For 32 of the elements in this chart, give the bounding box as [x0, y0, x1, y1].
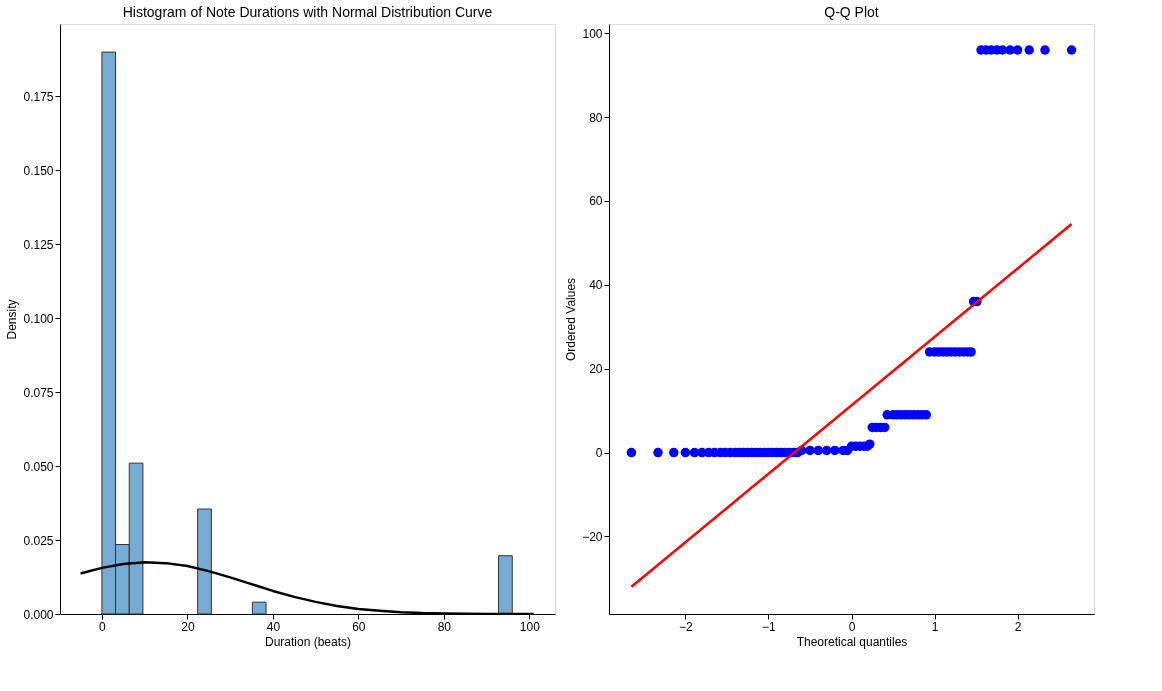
y-tick-label: 40: [589, 278, 603, 293]
x-axis-title: Duration (beats): [264, 634, 352, 649]
x-tick-label: 40: [266, 619, 281, 634]
chart-title: Q-Q Plot: [824, 4, 879, 20]
x-tick-label: −1: [762, 619, 777, 634]
y-tick-label: 60: [589, 194, 603, 209]
y-axis-title: Ordered Values: [564, 277, 579, 362]
chart-title: Histogram of Note Durations with Normal Distribution Curve: [122, 4, 493, 20]
y-tick-label: 0.000: [23, 607, 54, 622]
x-tick-label: 0: [848, 619, 856, 634]
x-tick-label: 60: [352, 619, 366, 634]
x-tick-label: 80: [437, 619, 452, 634]
y-tick-label: 0.125: [23, 237, 54, 252]
x-tick-label: 2: [1014, 619, 1022, 634]
y-tick-label: 80: [589, 110, 603, 125]
y-tick-label: 0.100: [23, 311, 54, 326]
x-tick-label: 20: [181, 619, 195, 634]
y-tick-label: 0.050: [23, 459, 54, 474]
y-tick-label: 20: [589, 362, 603, 377]
y-tick-label: 100: [582, 26, 603, 41]
y-tick-label: 0.025: [23, 533, 54, 548]
y-axis-title: Density: [5, 299, 20, 340]
y-tick-label: −20: [582, 529, 603, 544]
x-axis-title: Theoretical quantiles: [796, 634, 908, 649]
y-tick-label: 0.175: [23, 89, 54, 104]
y-tick-label: 0.150: [23, 163, 54, 178]
x-tick-label: 0: [99, 619, 107, 634]
x-tick-label: −2: [679, 619, 694, 634]
y-tick-label: 0.075: [23, 385, 54, 400]
x-tick-label: 1: [931, 619, 939, 634]
x-tick-label: 100: [519, 619, 541, 634]
y-tick-label: 0: [595, 446, 603, 461]
